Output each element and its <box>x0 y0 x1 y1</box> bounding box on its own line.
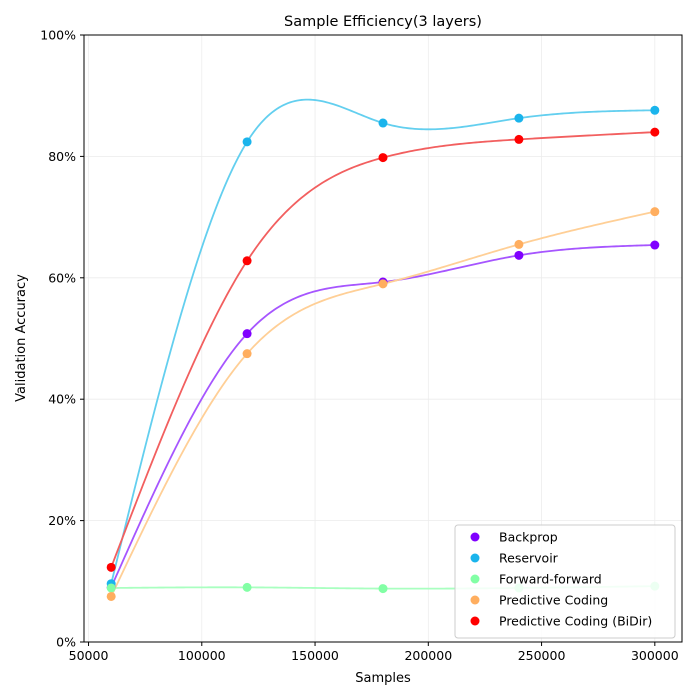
y-axis-label: Validation Accuracy <box>14 274 29 402</box>
data-point <box>514 250 524 260</box>
legend-box <box>454 524 676 639</box>
x-tick-label: 200000 <box>404 648 452 663</box>
data-point <box>514 239 524 249</box>
data-point <box>242 256 252 266</box>
data-point <box>242 349 252 359</box>
chart-title: Sample Efficiency(3 layers) <box>284 14 482 30</box>
y-tick-label: 100% <box>40 28 76 43</box>
x-tick-label: 300000 <box>631 648 679 663</box>
data-point <box>514 134 524 144</box>
data-point <box>106 562 116 572</box>
data-point <box>378 584 388 594</box>
data-point <box>650 207 660 217</box>
legend-label: Backprop <box>499 530 558 545</box>
y-tick-label: 20% <box>48 513 76 528</box>
x-tick-label: 50000 <box>69 648 109 663</box>
data-point <box>514 113 524 123</box>
data-point <box>650 240 660 250</box>
series-curves <box>110 98 656 597</box>
legend-marker <box>470 595 480 605</box>
data-point <box>242 329 252 339</box>
y-tick-label: 40% <box>48 392 76 407</box>
x-tick-label: 150000 <box>291 648 339 663</box>
legend-label: Predictive Coding (BiDir) <box>499 614 652 629</box>
data-point <box>106 583 116 593</box>
legend-marker <box>470 616 480 626</box>
legend-marker <box>470 553 480 563</box>
data-point <box>650 127 660 137</box>
data-point <box>650 105 660 115</box>
data-point <box>242 137 252 147</box>
data-point <box>242 582 252 592</box>
legend-label: Predictive Coding <box>499 593 608 608</box>
y-tick-label: 0% <box>56 635 76 650</box>
data-point <box>106 591 116 601</box>
data-point <box>378 279 388 289</box>
x-tick-label: 250000 <box>518 648 566 663</box>
y-tick-label: 80% <box>48 149 76 164</box>
x-axis-label: Samples <box>355 671 411 686</box>
legend-marker <box>470 532 480 542</box>
y-tick-label: 60% <box>48 270 76 285</box>
legend-marker <box>470 574 480 584</box>
data-point <box>378 118 388 128</box>
series-line <box>110 98 655 584</box>
x-tick-label: 100000 <box>178 648 226 663</box>
legend-label: Forward-forward <box>499 572 602 587</box>
plot-frame <box>83 34 683 643</box>
series-line <box>110 131 655 568</box>
legend-label: Reservoir <box>499 551 559 566</box>
x-axis-ticks: 50000 100000 150000 200000 250000 300000 <box>69 642 679 663</box>
legend: Backprop Reservoir Forward-forward Predicti… <box>454 524 676 639</box>
data-point <box>378 153 388 163</box>
y-axis-ticks: 0% 20% 40% 60% 80% 100% <box>40 28 84 650</box>
